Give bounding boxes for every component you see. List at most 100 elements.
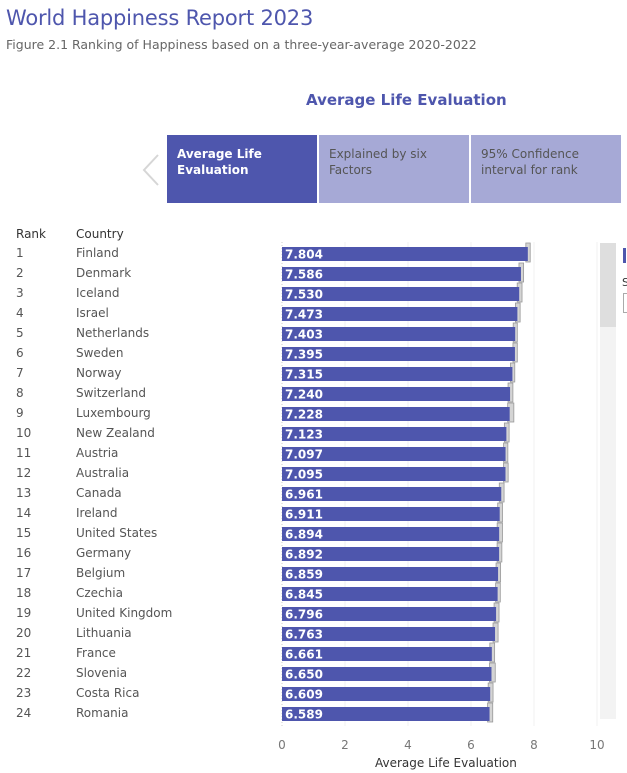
country-cell[interactable]: Ireland bbox=[76, 506, 118, 520]
bar bbox=[282, 567, 499, 581]
country-cell[interactable]: Iceland bbox=[76, 286, 120, 300]
chevron-left-icon[interactable] bbox=[140, 152, 162, 188]
rank-cell: 8 bbox=[16, 386, 24, 400]
bar-value-label: 7.403 bbox=[285, 328, 323, 342]
rank-cell: 22 bbox=[16, 666, 32, 680]
country-cell[interactable]: Israel bbox=[76, 306, 109, 320]
bar-value-label: 7.240 bbox=[285, 388, 323, 402]
rank-cell: 20 bbox=[16, 626, 32, 640]
bar-value-label: 7.097 bbox=[285, 448, 323, 462]
bar bbox=[282, 627, 496, 641]
bar bbox=[282, 367, 513, 381]
side-panel-input[interactable] bbox=[623, 293, 627, 313]
bar-value-label: 7.804 bbox=[285, 248, 323, 262]
side-panel-label: S bbox=[622, 276, 627, 289]
rank-cell: 5 bbox=[16, 326, 24, 340]
country-cell[interactable]: France bbox=[76, 646, 116, 660]
country-cell[interactable]: Sweden bbox=[76, 346, 124, 360]
bar bbox=[282, 347, 515, 361]
bar bbox=[282, 667, 492, 681]
tab-label: Evaluation bbox=[177, 163, 249, 177]
bar-value-label: 6.650 bbox=[285, 668, 323, 682]
bar bbox=[282, 547, 500, 561]
country-cell[interactable]: Denmark bbox=[76, 266, 132, 280]
country-cell[interactable]: Australia bbox=[76, 466, 130, 480]
rank-column-header: Rank bbox=[16, 227, 46, 241]
tab-average-life-evaluation[interactable]: Average Life Evaluation bbox=[167, 135, 317, 203]
bar bbox=[282, 247, 528, 261]
country-cell[interactable]: Germany bbox=[76, 546, 132, 560]
rank-cell: 17 bbox=[16, 566, 32, 580]
side-scrollbar-track[interactable] bbox=[600, 243, 616, 719]
bar-value-label: 7.315 bbox=[285, 368, 323, 382]
rank-cell: 7 bbox=[16, 366, 24, 380]
bar bbox=[282, 487, 502, 501]
country-cell[interactable]: Switzerland bbox=[76, 386, 146, 400]
country-cell[interactable]: United Kingdom bbox=[76, 606, 173, 620]
tab-label: 95% Confidence bbox=[481, 147, 579, 161]
x-tick-label: 8 bbox=[530, 738, 538, 752]
x-tick-label: 0 bbox=[278, 738, 286, 752]
bar-value-label: 6.796 bbox=[285, 608, 323, 622]
bar bbox=[282, 587, 498, 601]
country-cell[interactable]: Norway bbox=[76, 366, 122, 380]
tab-label: Factors bbox=[329, 163, 372, 177]
rank-cell: 13 bbox=[16, 486, 32, 500]
country-cell[interactable]: New Zealand bbox=[76, 426, 155, 440]
rank-cell: 1 bbox=[16, 246, 24, 260]
rank-cell: 2 bbox=[16, 266, 24, 280]
bar bbox=[282, 467, 506, 481]
country-cell[interactable]: Luxembourg bbox=[76, 406, 151, 420]
bar-value-label: 7.473 bbox=[285, 308, 323, 322]
bar bbox=[282, 607, 497, 621]
bar bbox=[282, 427, 507, 441]
rank-cell: 15 bbox=[16, 526, 32, 540]
bar-value-label: 7.095 bbox=[285, 468, 323, 482]
bar-value-label: 6.911 bbox=[285, 508, 323, 522]
side-panel-accent bbox=[623, 248, 626, 263]
country-cell[interactable]: Finland bbox=[76, 246, 119, 260]
country-cell[interactable]: Costa Rica bbox=[76, 686, 140, 700]
bar bbox=[282, 447, 506, 461]
bar bbox=[282, 327, 516, 341]
country-cell[interactable]: Belgium bbox=[76, 566, 126, 580]
x-tick-label: 6 bbox=[467, 738, 475, 752]
tab-confidence-interval[interactable]: 95% Confidence interval for rank bbox=[471, 135, 621, 203]
bar-value-label: 6.859 bbox=[285, 568, 323, 582]
rank-cell: 4 bbox=[16, 306, 24, 320]
bar bbox=[282, 687, 491, 701]
bar-value-label: 7.586 bbox=[285, 268, 323, 282]
bar bbox=[282, 387, 511, 401]
side-scrollbar-thumb[interactable] bbox=[600, 243, 616, 327]
bar-value-label: 6.609 bbox=[285, 688, 323, 702]
bar bbox=[282, 307, 518, 321]
tab-label: interval for rank bbox=[481, 163, 578, 177]
tab-explained-by-six-factors[interactable]: Explained by six Factors bbox=[319, 135, 469, 203]
country-cell[interactable]: Slovenia bbox=[76, 666, 128, 680]
country-cell[interactable]: Lithuania bbox=[76, 626, 132, 640]
country-cell[interactable]: United States bbox=[76, 526, 158, 540]
rank-cell: 14 bbox=[16, 506, 32, 520]
bar bbox=[282, 287, 520, 301]
x-tick-label: 10 bbox=[589, 738, 604, 752]
report-subtitle: Figure 2.1 Ranking of Happiness based on… bbox=[6, 37, 477, 52]
bar-value-label: 7.123 bbox=[285, 428, 323, 442]
tab-label: Average Life bbox=[177, 147, 262, 161]
rank-cell: 18 bbox=[16, 586, 32, 600]
report-title: World Happiness Report 2023 bbox=[6, 6, 314, 30]
country-cell[interactable]: Romania bbox=[76, 706, 129, 720]
rank-cell: 16 bbox=[16, 546, 32, 560]
country-cell[interactable]: Czechia bbox=[76, 586, 123, 600]
bar-value-label: 6.892 bbox=[285, 548, 323, 562]
bar-value-label: 6.845 bbox=[285, 588, 323, 602]
bar bbox=[282, 707, 490, 721]
country-cell[interactable]: Austria bbox=[76, 446, 119, 460]
bar-value-label: 7.228 bbox=[285, 408, 323, 422]
bar-value-label: 6.661 bbox=[285, 648, 323, 662]
x-tick-label: 2 bbox=[341, 738, 349, 752]
rank-cell: 6 bbox=[16, 346, 24, 360]
country-cell[interactable]: Canada bbox=[76, 486, 122, 500]
country-cell[interactable]: Netherlands bbox=[76, 326, 150, 340]
bar bbox=[282, 267, 521, 281]
